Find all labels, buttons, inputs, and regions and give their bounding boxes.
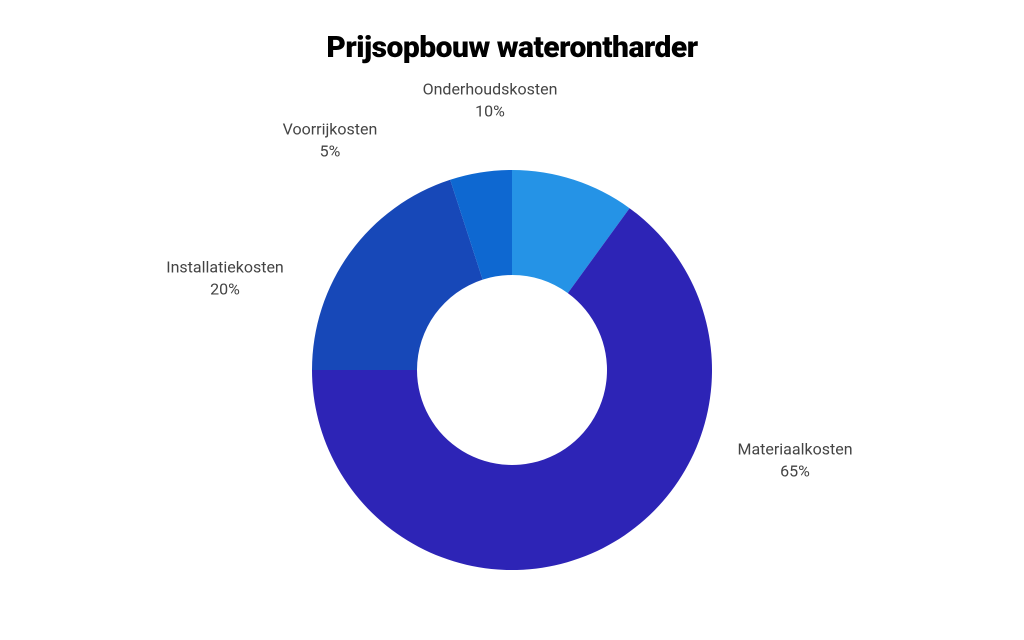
slice-label-voorrijkosten: Voorrijkosten5% xyxy=(283,118,378,161)
slice-label-percent: 65% xyxy=(737,460,852,482)
slice-label-name: Onderhoudskosten xyxy=(423,78,558,100)
slice-label-name: Materiaalkosten xyxy=(737,438,852,460)
slice-installatiekosten xyxy=(312,180,483,370)
slice-label-installatiekosten: Installatiekosten20% xyxy=(166,256,284,299)
slice-label-percent: 10% xyxy=(423,100,558,122)
slice-label-percent: 5% xyxy=(283,140,378,162)
slice-label-name: Voorrijkosten xyxy=(283,118,378,140)
chart-container: Prijsopbouw waterontharder Onderhoudskos… xyxy=(0,0,1024,640)
slice-label-onderhoudskosten: Onderhoudskosten10% xyxy=(423,78,558,121)
slice-label-percent: 20% xyxy=(166,278,284,300)
slice-label-materiaalkosten: Materiaalkosten65% xyxy=(737,438,852,481)
slice-label-name: Installatiekosten xyxy=(166,256,284,278)
